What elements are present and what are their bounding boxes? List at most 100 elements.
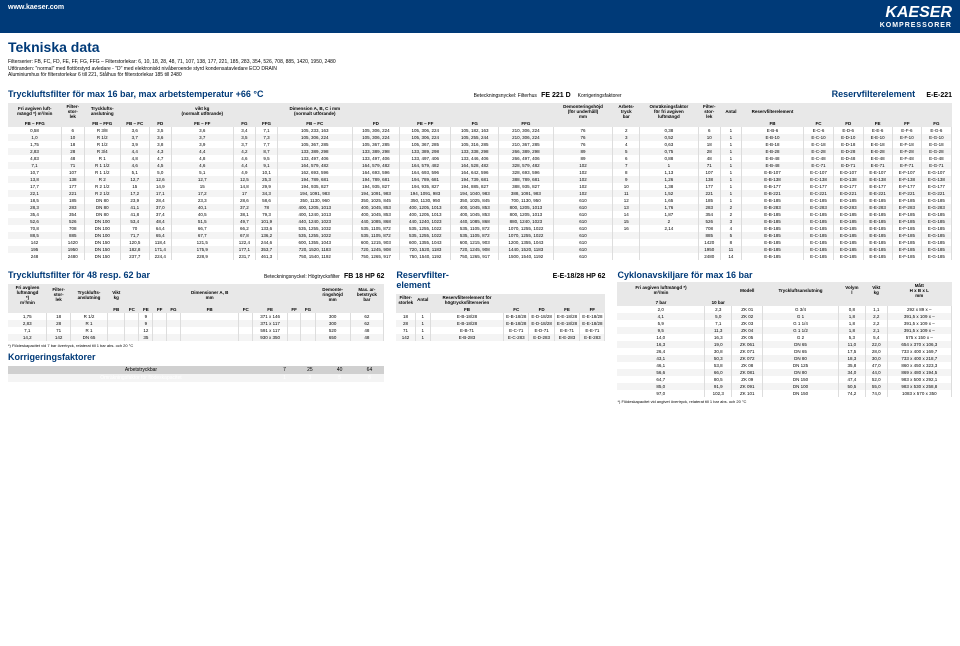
cell: E-F-107 — [892, 169, 921, 176]
cell: 440, 1240, 1023 — [278, 218, 352, 225]
cell: 8 — [613, 169, 640, 176]
cell: 3,6 — [149, 134, 171, 141]
cell — [108, 313, 125, 320]
cell: E-B-48 — [741, 155, 803, 162]
cell: 535, 1105, 872 — [451, 225, 499, 232]
cell: E-G-185 — [921, 253, 951, 260]
brand: KAESER — [880, 4, 952, 22]
cell: 14 — [721, 253, 742, 260]
cell: E-B-283 — [741, 204, 803, 211]
cell: E-G-185 — [921, 246, 951, 253]
cell: 18 — [47, 313, 70, 320]
cyk-heads: 7 bar10 bar — [617, 299, 951, 306]
cell: 720, 1245, 908 — [451, 246, 499, 253]
cell: 28 — [62, 148, 85, 155]
cell: 16,3 — [617, 341, 704, 348]
col-right: Cyklonavskiljare för max 16 bar Fri avgi… — [617, 266, 952, 404]
cell: 328, 579, 482 — [499, 162, 554, 169]
cell: 102 — [553, 190, 613, 197]
cell: E-F-185 — [892, 218, 921, 225]
cell: 28 — [698, 148, 721, 155]
cell: 1,87 — [640, 211, 698, 218]
cell: 3,6 — [171, 127, 233, 134]
cell: 9,5 — [255, 155, 277, 162]
cell: E-F-28 — [892, 148, 921, 155]
cell: E-E-138 — [863, 176, 892, 183]
cell: 1,52 — [640, 190, 698, 197]
cell: FB — [741, 120, 803, 127]
cell: FD — [149, 120, 171, 127]
cyk-body: 2,02,3ZK 01G 3/40,81,1292 x 89 x –4,15,0… — [617, 306, 951, 397]
cell: 930 x 350 — [253, 334, 288, 341]
cell: 388, 1091, 983 — [499, 190, 554, 197]
cell: E-F-221 — [892, 190, 921, 197]
cell: E-D-185 — [833, 253, 863, 260]
cell: 1,76 — [640, 204, 698, 211]
cell: 175,9 — [171, 246, 233, 253]
cell — [921, 103, 951, 120]
cell: R 3/8 — [84, 127, 120, 134]
cell — [166, 320, 180, 327]
cell: 283 — [62, 204, 85, 211]
cell: 5,3 — [838, 334, 865, 341]
cell: 102 — [553, 183, 613, 190]
cell: 177 — [62, 183, 85, 190]
cell: E-F-185 — [892, 253, 921, 260]
cell: E-D-221 — [833, 190, 863, 197]
cell: 18,3 — [838, 355, 865, 362]
cell: R 1/2 — [84, 134, 120, 141]
cell: 535, 1255, 1032 — [278, 225, 352, 232]
cell: 37,2 — [233, 204, 255, 211]
cell — [721, 120, 742, 127]
cell: E-C-107 — [804, 169, 834, 176]
cell: 4 — [613, 141, 640, 148]
cell: FG — [233, 120, 255, 127]
cell: E-D-185 — [833, 225, 863, 232]
cell: 162, 693, 596 — [278, 169, 352, 176]
cell: 535, 1255, 1022 — [400, 225, 451, 232]
cell: FE – FF — [400, 120, 451, 127]
table-row: 88,5885DN 10071,765,467,767,8136,2535, 1… — [8, 232, 952, 239]
cell: Dimension A, B, C i mm (normalt utförand… — [278, 103, 352, 120]
cell: 3,7 — [171, 134, 233, 141]
cell: 13 — [613, 204, 640, 211]
cell: 3,9 — [171, 141, 233, 148]
cell: 283 — [698, 204, 721, 211]
cell: R 1 1/2 — [84, 169, 120, 176]
cell: Vikt kg — [108, 284, 125, 306]
cell: E-B-18/28 — [504, 320, 529, 327]
logo: KAESER KOMPRESSORER — [880, 4, 952, 29]
cell: 610 — [553, 239, 613, 246]
cell: FC — [125, 306, 139, 313]
cell: E-C-185 — [804, 218, 834, 225]
cell: R 1/2 — [70, 313, 108, 320]
cell: 133, 389, 298 — [400, 148, 451, 155]
cell: FC — [239, 306, 253, 313]
cell: 3,5 — [149, 127, 171, 134]
cell: E-F-18 — [892, 141, 921, 148]
cell: 164, 642, 596 — [451, 169, 499, 176]
cell: 1500, 1540, 1192 — [499, 253, 554, 260]
cell: 1 — [415, 313, 430, 320]
cell: 14,2 — [8, 334, 47, 341]
cell: 880, 1240, 1023 — [499, 218, 554, 225]
cell — [62, 120, 85, 127]
cell: 1 — [640, 162, 698, 169]
cell — [125, 327, 139, 334]
cell — [698, 120, 721, 127]
cell: 654 x 370 x 106,3 — [887, 341, 951, 348]
table-row: 17,7177R 2 1/21514,91514,829,9194, 935, … — [8, 183, 952, 190]
cell: 9,5 — [617, 327, 704, 334]
cell — [352, 103, 400, 120]
cell: E-B-71 — [430, 327, 503, 334]
table-row: 1421420DN 150120,5118,4121,5122,4244,660… — [8, 239, 952, 246]
cell: FB — [181, 306, 239, 313]
cell: 391,5 x 109 x – — [887, 327, 951, 334]
cell: 700, 1130, 950 — [499, 197, 554, 204]
cell: E-G-28 — [921, 148, 951, 155]
cell: 12 — [613, 197, 640, 204]
cell: E-C-138 — [804, 176, 834, 183]
cell: ZK 081 — [732, 369, 763, 376]
cell: E-E-71 — [863, 162, 892, 169]
cell: 1,8 — [838, 327, 865, 334]
